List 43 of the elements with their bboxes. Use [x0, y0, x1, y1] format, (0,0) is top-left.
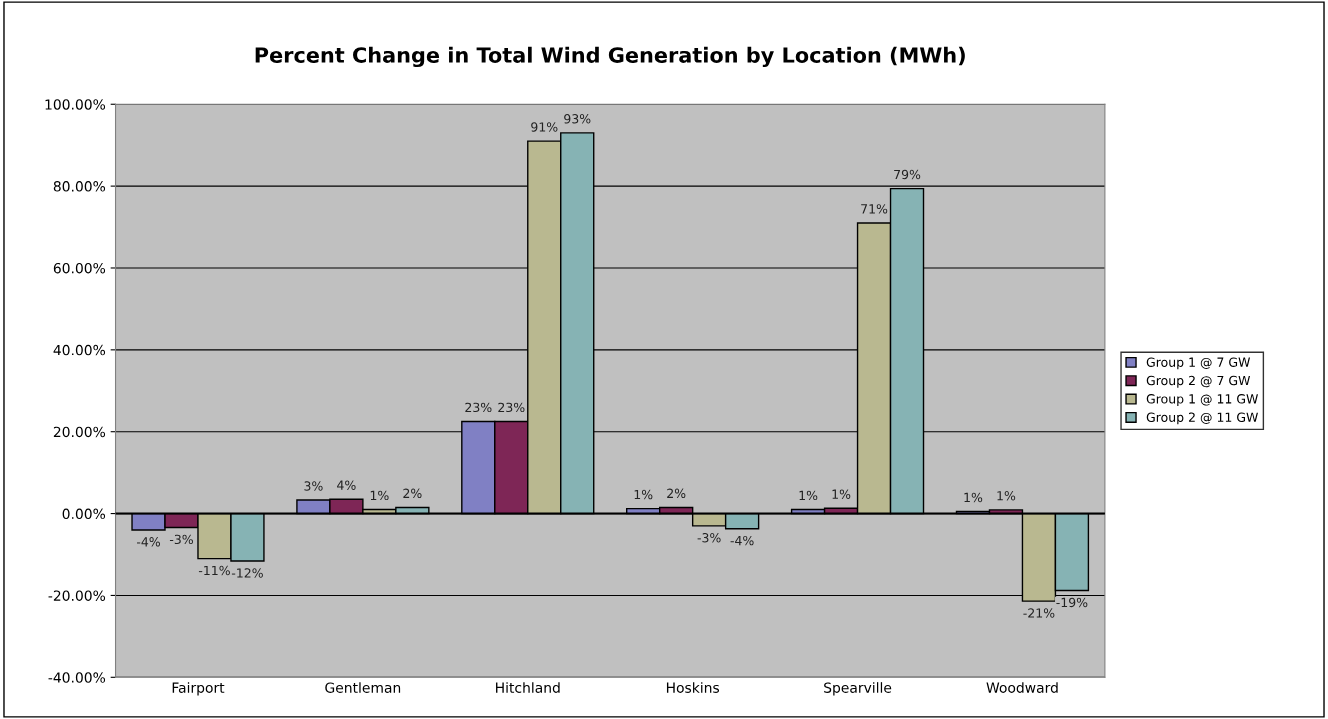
data-label: 79%: [894, 169, 921, 180]
y-tick-label: 40.00%: [53, 344, 106, 356]
data-label: 4%: [337, 480, 356, 490]
legend-label: Group 2 @ 7 GW: [1146, 375, 1251, 388]
data-label: -21%: [1023, 608, 1055, 618]
legend-label: Group 1 @ 7 GW: [1146, 357, 1251, 370]
data-label: 2%: [403, 488, 422, 499]
data-label: 93%: [564, 114, 591, 124]
y-tick-label: -20.00%: [48, 590, 106, 601]
data-label: 71%: [861, 204, 888, 214]
y-tick-label: -40.00%: [48, 672, 106, 683]
data-label: -12%: [231, 568, 263, 578]
y-tick-label: 20.00%: [53, 426, 106, 438]
data-label: 1%: [799, 490, 818, 501]
data-label: -19%: [1056, 597, 1088, 608]
y-tick-label: 60.00%: [53, 262, 106, 274]
data-label: 1%: [964, 492, 983, 503]
data-label: 91%: [531, 122, 558, 132]
x-tick-label: Spearville: [824, 682, 892, 696]
chart-title: Percent Change in Total Wind Generation by Location (MWh): [255, 46, 965, 68]
data-label: 2%: [667, 488, 686, 499]
x-tick-label: Woodward: [986, 682, 1058, 693]
data-label: -11%: [198, 565, 230, 576]
data-label: 23%: [498, 402, 525, 413]
y-tick-label: 0.00%: [62, 508, 106, 520]
data-label: 1%: [832, 489, 851, 499]
data-label: -4%: [730, 535, 754, 546]
legend-label: Group 1 @ 11 GW: [1146, 394, 1258, 406]
data-label: -4%: [136, 537, 160, 547]
y-tick-label: 100.00%: [45, 99, 106, 110]
x-tick-label: Hoskins: [666, 682, 720, 693]
x-tick-label: Gentleman: [325, 682, 401, 693]
data-label: -3%: [169, 534, 193, 545]
data-label: 3%: [304, 481, 323, 491]
x-tick-label: Hitchland: [496, 682, 560, 693]
y-tick-label: 80.00%: [53, 181, 106, 192]
x-tick-label: Fairport: [172, 682, 225, 696]
data-label: 23%: [465, 402, 492, 413]
legend-label: Group 2 @ 11 GW: [1146, 412, 1258, 425]
data-label: 1%: [634, 489, 653, 500]
data-label: 1%: [997, 491, 1016, 501]
data-label: 1%: [370, 490, 389, 501]
data-label: -3%: [697, 533, 721, 543]
